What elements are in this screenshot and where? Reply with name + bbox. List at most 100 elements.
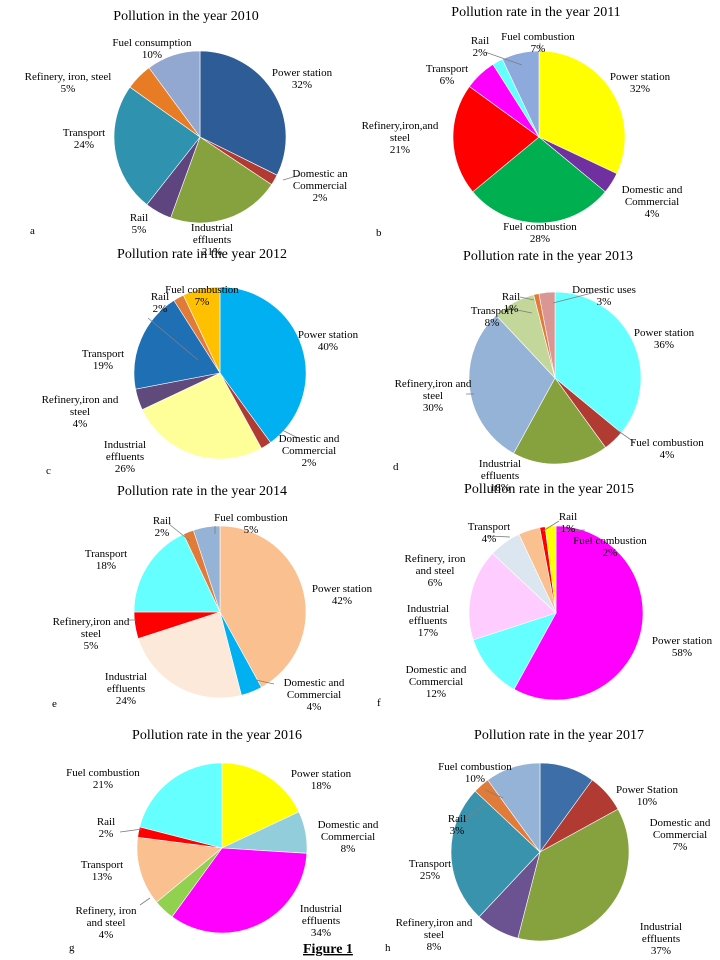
slice-label: Industrial effluents 34% xyxy=(300,903,342,939)
pie-slice xyxy=(219,525,307,688)
slice-label: Industrial effluents 17% xyxy=(407,603,449,639)
pie-slice xyxy=(501,50,540,138)
pie-chart-b: Pollution rate in the year 2011 Power sta… xyxy=(362,5,683,245)
pie-slice xyxy=(133,299,221,390)
pie-slice xyxy=(538,50,626,175)
slice-label: Power Station 10% xyxy=(616,784,679,808)
panel-letter: h xyxy=(385,942,391,954)
slice-label: Refinery, iron and steel 4% xyxy=(76,905,137,941)
pie-chart-c: Pollution rate in the year 2012 Power sta… xyxy=(42,247,359,477)
leader-line xyxy=(542,520,560,532)
leader-line xyxy=(282,174,301,181)
slice-label: Industrial effluents 21% xyxy=(191,222,233,258)
pie-chart-g: Pollution rate in the year 2016 Power sta… xyxy=(66,728,379,954)
leader-line xyxy=(139,897,151,906)
pie-slice xyxy=(513,525,644,701)
pie-slice xyxy=(148,50,201,138)
slice-label: Domestic and Commercial 7% xyxy=(650,817,711,853)
leader-line xyxy=(519,296,535,301)
slice-label: Rail 3% xyxy=(448,813,466,837)
slice-label: Domestic uses 3% xyxy=(572,284,636,308)
slice-label: Refinery,iron and steel 5% xyxy=(53,616,130,652)
slice-label: Domestic and Commercial 4% xyxy=(622,184,683,220)
pie-slice xyxy=(513,377,606,465)
panel-letter: g xyxy=(69,942,75,954)
pie-slice xyxy=(452,86,540,193)
pie-slice xyxy=(487,762,541,853)
pie-slice xyxy=(472,612,557,690)
slice-label: Refinery, iron and steel 6% xyxy=(405,553,466,589)
panel-letter: b xyxy=(376,227,382,239)
slice-label: Industrial effluents 26% xyxy=(104,439,146,475)
pie-slice xyxy=(517,808,630,942)
slice-label: Domestic an Commercial 2% xyxy=(292,168,348,204)
pie-slice xyxy=(137,611,242,699)
slice-label: Fuel combustion 28% xyxy=(503,221,577,245)
pie-slice xyxy=(136,837,223,903)
slice-label: Industrial effluents 37% xyxy=(640,921,682,957)
slice-label: Domestic and Commercial 2% xyxy=(279,433,340,469)
pie-slice xyxy=(182,286,221,374)
leader-line xyxy=(484,789,504,799)
slice-label: Domestic and Commercial 4% xyxy=(284,677,345,713)
slice-label: Power station 18% xyxy=(291,768,352,792)
slice-label: Transport 19% xyxy=(82,348,124,372)
pie-slice xyxy=(141,372,262,460)
pie-slice xyxy=(139,762,223,849)
slice-label: Transport 24% xyxy=(63,127,105,151)
chart-title: Pollution rate in the year 2017 xyxy=(474,728,644,743)
slice-label: Power station 32% xyxy=(610,71,671,95)
slice-label: Transport 4% xyxy=(468,521,510,545)
leader-line xyxy=(119,828,143,833)
slice-label: Fuel combustion 7% xyxy=(165,284,239,308)
pie-slice xyxy=(468,553,557,641)
pie-slice xyxy=(472,136,606,224)
pie-slice xyxy=(193,525,221,613)
leader-line xyxy=(464,805,484,820)
leader-line xyxy=(255,679,275,685)
slice-label: Domestic and Commercial 8% xyxy=(318,819,379,855)
slice-label: Rail 2% xyxy=(471,35,489,59)
chart-title: Pollution rate in the year 2014 xyxy=(117,484,287,499)
pie-slice xyxy=(133,533,221,613)
pie-slice xyxy=(538,291,556,379)
leader-line xyxy=(556,529,586,532)
chart-title: Pollution rate in the year 2015 xyxy=(464,482,634,497)
pie-slice xyxy=(199,50,287,176)
slice-label: Rail 2% xyxy=(151,291,169,315)
pie-slice xyxy=(554,291,642,434)
slice-label: Rail 1% xyxy=(502,291,520,315)
slice-label: Fuel consumption 10% xyxy=(112,37,192,61)
pie-slice xyxy=(450,790,541,918)
pie-chart-e: Pollution rate in the year 2014 Power sta… xyxy=(52,484,373,713)
slice-label: Refinery, iron, steel 5% xyxy=(25,71,112,95)
slice-label: Fuel combustion 21% xyxy=(66,767,140,791)
chart-title: Pollution rate in the year 2013 xyxy=(463,249,633,264)
leader-line xyxy=(281,429,299,439)
slice-label: Fuel combustion 2% xyxy=(573,535,647,559)
slice-label: Fuel combustion 4% xyxy=(630,437,704,461)
slice-label: Power station 58% xyxy=(652,635,713,659)
leader-line xyxy=(484,51,523,66)
leader-line xyxy=(147,317,199,361)
leader-line xyxy=(552,292,593,304)
slice-label: Power station 42% xyxy=(312,583,373,607)
panel-letter: e xyxy=(52,698,57,710)
slice-label: Power station 36% xyxy=(634,327,695,351)
slice-label: Rail 1% xyxy=(559,511,577,535)
chart-title: Pollution rate in the year 2011 xyxy=(451,5,620,20)
slice-label: Industrial effluents 24% xyxy=(105,671,147,707)
slice-label: Power station 40% xyxy=(298,329,359,353)
panel-letter: a xyxy=(30,225,35,237)
panel-letter: f xyxy=(377,697,381,709)
slice-label: Fuel combustion 5% xyxy=(214,512,288,536)
leader-line xyxy=(486,535,511,538)
slice-label: Refinery,iron and steel 4% xyxy=(42,394,119,430)
pie-slice xyxy=(221,762,300,849)
pie-chart-h: Pollution rate in the year 2017 Power Sta… xyxy=(385,728,711,957)
slice-label: Refinery,iron and steel 8% xyxy=(396,917,473,953)
slice-label: Fuel combustion 10% xyxy=(438,761,512,785)
pie-slice xyxy=(171,847,308,934)
leader-line xyxy=(616,429,635,443)
